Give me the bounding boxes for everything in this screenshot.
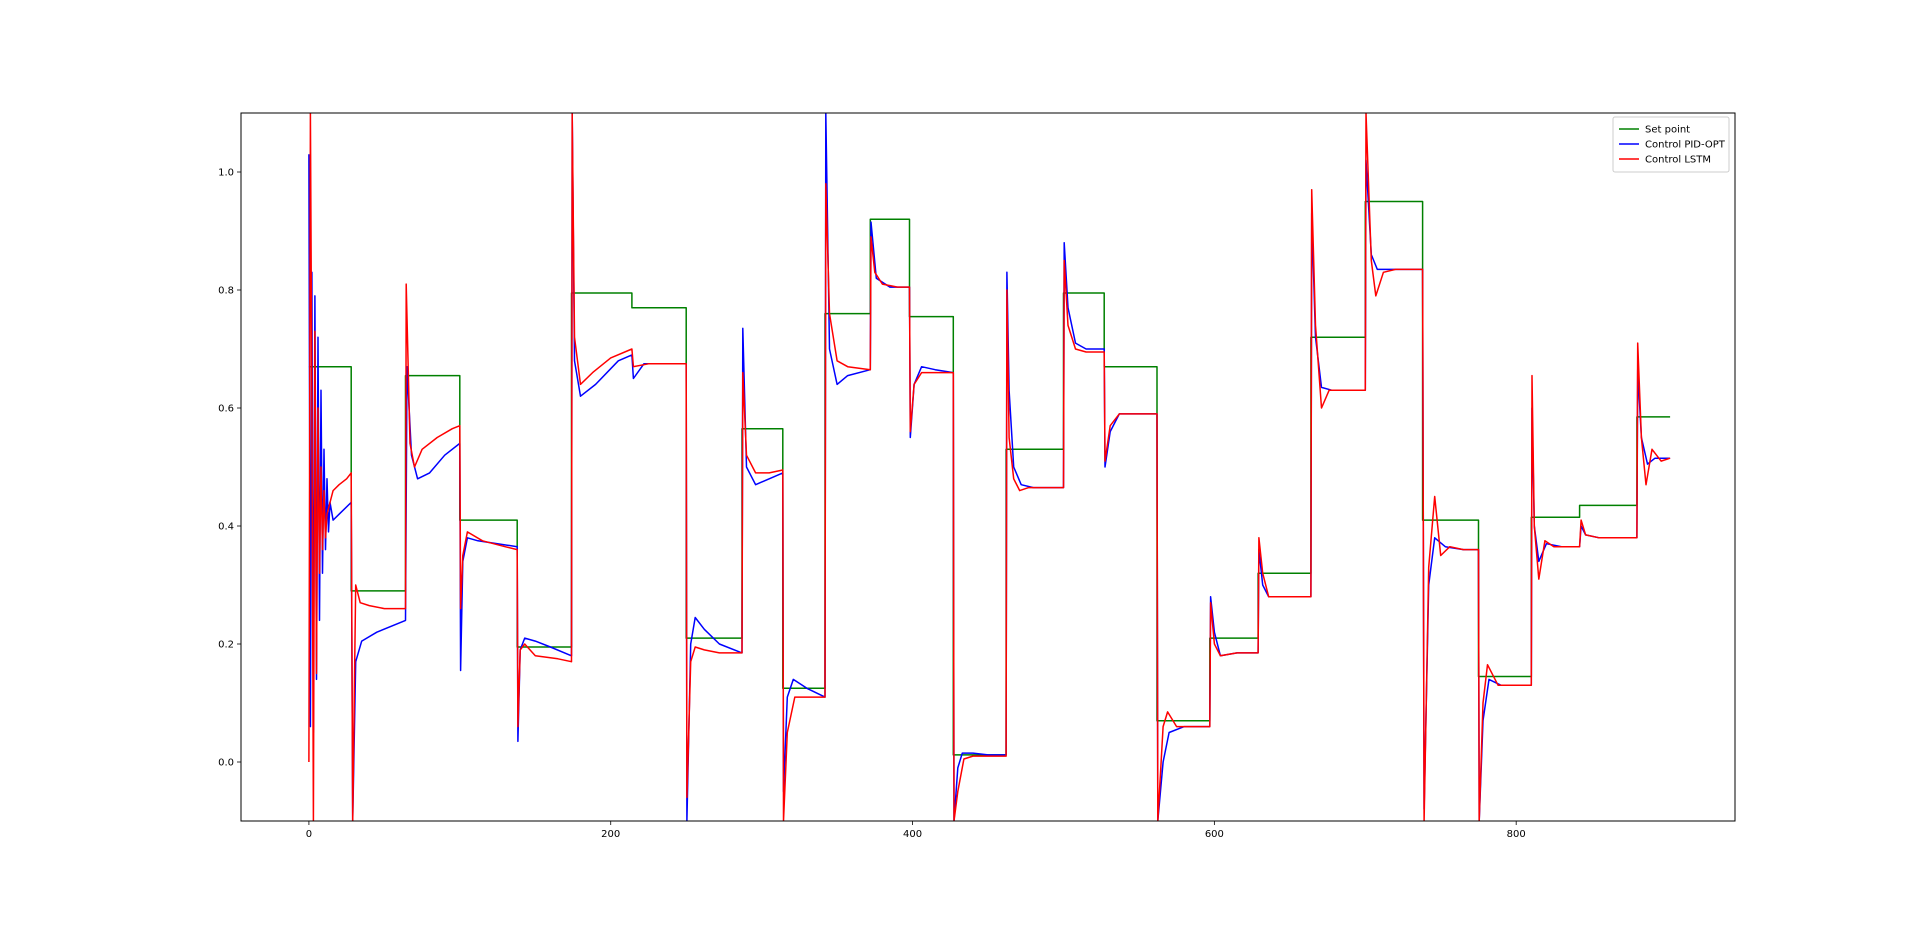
legend-box	[1612, 116, 1730, 173]
series-layer	[308, 113, 1671, 821]
x-tick-label: 0	[306, 829, 312, 840]
x-tick-label: 600	[1205, 829, 1224, 840]
y-tick-label: 0.6	[218, 404, 234, 415]
x-axis: 0 200 400 600 800	[306, 821, 1526, 840]
y-tick-label: 0.0	[218, 758, 234, 769]
x-tick-label: 800	[1507, 829, 1526, 840]
series-line-control-pid-opt	[308, 113, 1671, 821]
plot-frame	[240, 112, 1736, 822]
x-tick-label: 400	[903, 829, 922, 840]
legend: Set point Control PID-OPT Control LSTM	[1612, 116, 1730, 173]
legend-label-control-pid-opt: Control PID-OPT	[1645, 140, 1726, 151]
legend-label-set-point: Set point	[1645, 125, 1690, 136]
y-tick-label: 0.4	[218, 522, 234, 533]
legend-label-control-lstm: Control LSTM	[1645, 155, 1711, 166]
y-tick-label: 1.0	[218, 168, 234, 179]
x-tick-label: 200	[601, 829, 620, 840]
series-line-set-point	[308, 200, 1671, 756]
y-tick-label: 0.8	[218, 286, 234, 297]
y-axis: 0.0 0.2 0.4 0.6 0.8 1.0	[218, 168, 241, 769]
series-line-control-lstm	[308, 113, 1671, 821]
y-tick-label: 0.2	[218, 640, 234, 651]
